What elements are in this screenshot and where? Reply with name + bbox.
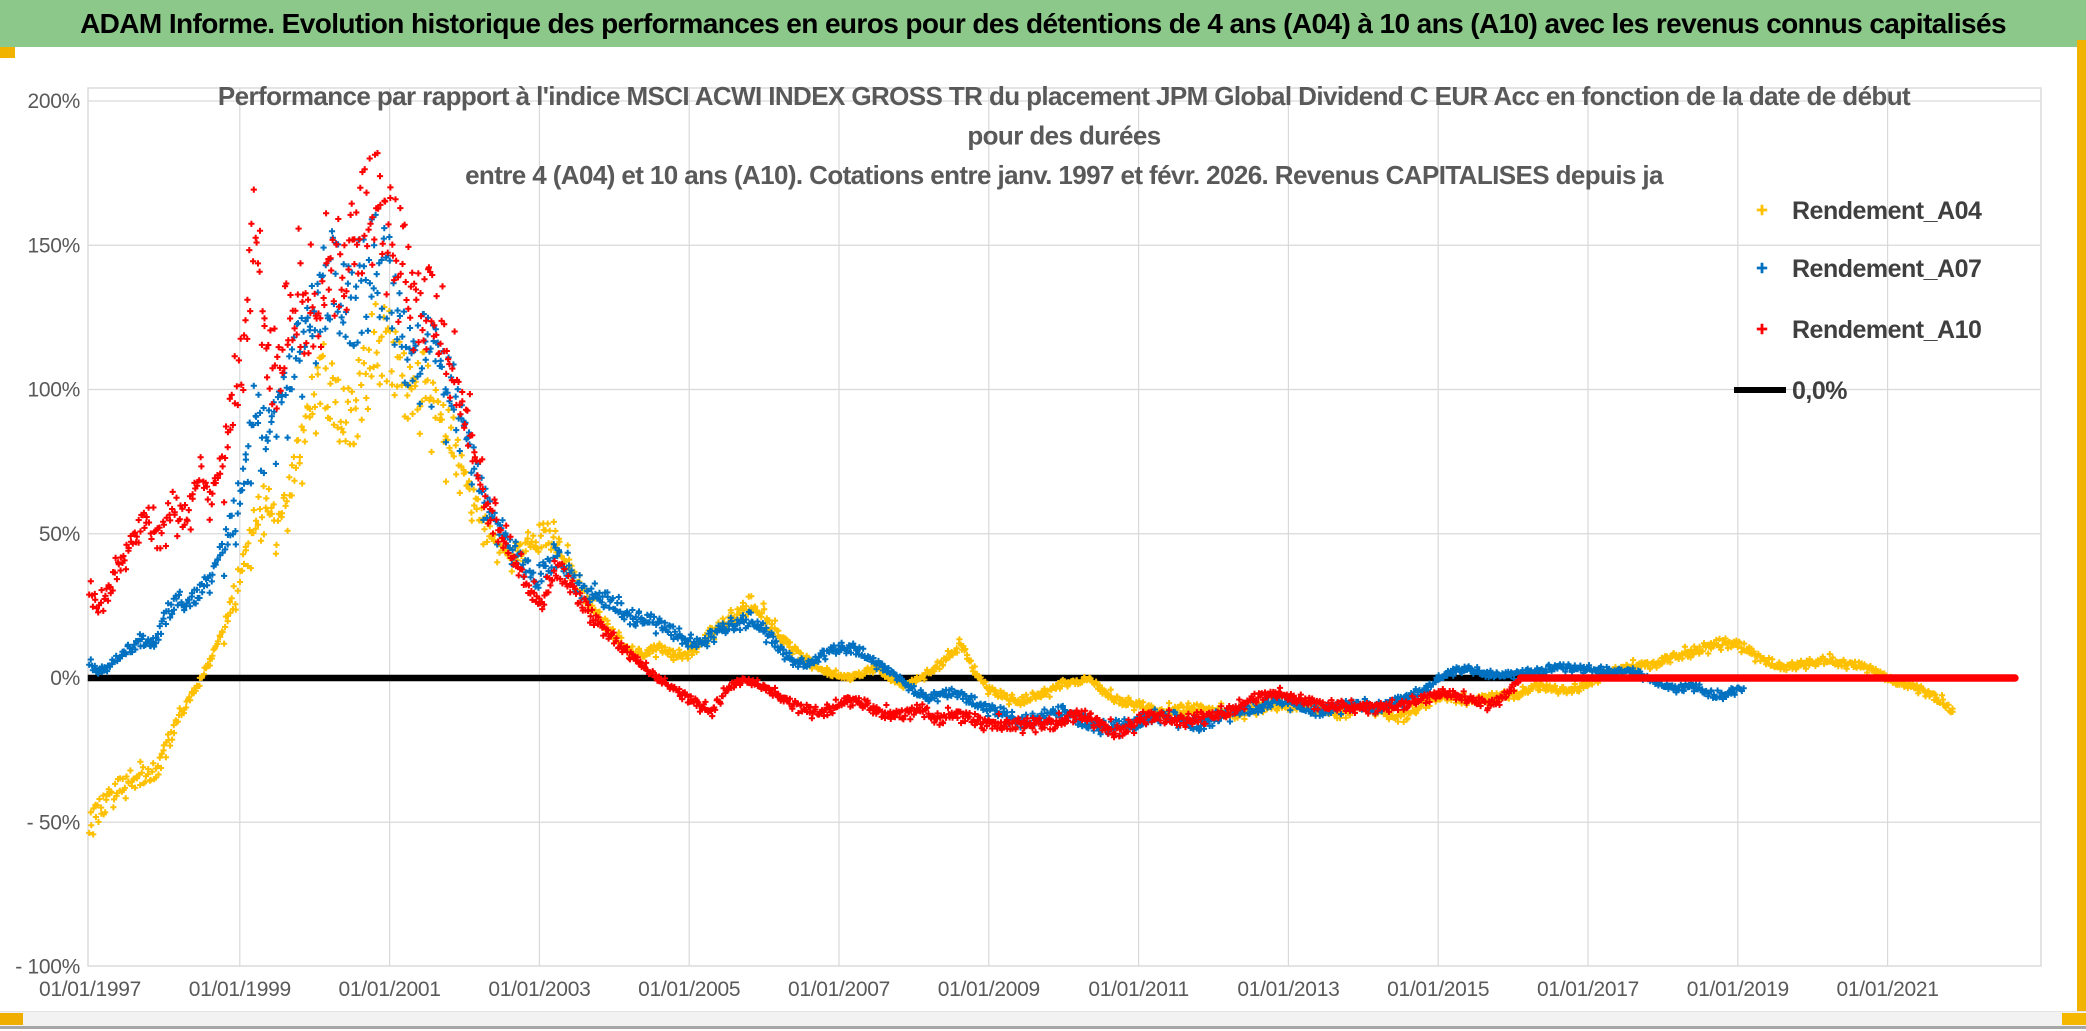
y-axis-label: 50%	[39, 523, 80, 546]
x-axis-label: 01/01/2001	[339, 978, 441, 1001]
x-axis-label: 01/01/2011	[1088, 978, 1189, 1001]
chart-title-line: pour des durées	[967, 121, 1160, 151]
y-axis-label: 100%	[27, 379, 80, 402]
horizontal-scrollbar[interactable]	[0, 1011, 2086, 1027]
x-axis-label: 01/01/2015	[1387, 978, 1489, 1001]
legend-plus-marker-icon	[1756, 262, 1768, 274]
x-axis-label: 01/01/2013	[1237, 978, 1339, 1001]
legend-item-0-0-: 0,0%	[1734, 377, 1848, 405]
legend-plus-marker-icon	[1756, 204, 1768, 216]
y-axis-label: 0%	[50, 667, 80, 690]
bottom-divider	[0, 1026, 2086, 1029]
series-rendement_a04	[86, 301, 1956, 838]
y-axis-label: - 50%	[27, 811, 80, 834]
series-rendement_a07	[86, 211, 1747, 740]
chart-legend: Rendement_A04 Rendement_A07 Rendement_A10 0…	[1734, 197, 1982, 405]
x-axis-label: 01/01/2009	[938, 978, 1040, 1001]
axis-labels: 200% 150% 100% 50% 0% - 50% - 100%01/01/1997 01…	[15, 90, 1939, 1001]
legend-plus-marker-icon	[1756, 323, 1768, 335]
header-bar: ADAM Informe. Evolution historique des p…	[0, 0, 2086, 47]
legend-item-rendement-a04: Rendement_A04	[1756, 197, 1982, 225]
gold-accent-right-border	[2077, 40, 2086, 1012]
scrollbar-thumb[interactable]	[0, 1013, 23, 1025]
x-axis-label: 01/01/2007	[788, 978, 890, 1001]
y-axis-label: - 100%	[15, 956, 80, 979]
gold-accent-top-left	[0, 47, 15, 58]
x-axis-label: 01/01/2017	[1537, 978, 1639, 1001]
y-axis-label: 150%	[27, 234, 80, 257]
x-axis-label: 01/01/2021	[1837, 978, 1939, 1001]
legend-label: 0,0%	[1792, 377, 1847, 405]
x-axis-label: 01/01/2003	[488, 978, 590, 1001]
legend-label: Rendement_A10	[1792, 316, 1981, 344]
legend-item-rendement-a07: Rendement_A07	[1756, 255, 1982, 283]
x-axis-label: 01/01/2019	[1687, 978, 1789, 1001]
series-rendement_a10	[86, 150, 1522, 741]
x-axis-label: 01/01/2005	[638, 978, 740, 1001]
page-title: ADAM Informe. Evolution historique des p…	[80, 7, 2006, 39]
chart-title-line: Performance par rapport à l'indice MSCI …	[218, 81, 1911, 111]
scrollbar-end-cap[interactable]	[2062, 1013, 2086, 1025]
legend-label: Rendement_A04	[1792, 197, 1982, 225]
x-axis-label: 01/01/1999	[189, 978, 291, 1001]
y-axis-label: 200%	[27, 90, 80, 113]
gridlines	[87, 87, 2042, 967]
legend-item-rendement-a10: Rendement_A10	[1756, 316, 1982, 344]
legend-label: Rendement_A07	[1792, 255, 1981, 283]
chart-title-line: entre 4 (A04) et 10 ans (A10). Cotations…	[465, 160, 1664, 190]
x-axis-label: 01/01/1997	[39, 978, 141, 1001]
chart-title: Performance par rapport à l'indice MSCI …	[218, 81, 1912, 190]
